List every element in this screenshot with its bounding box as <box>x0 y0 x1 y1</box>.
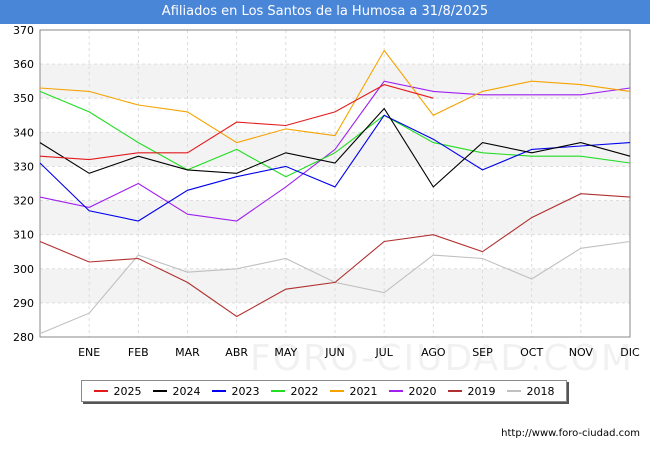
source-url: http://www.foro-ciudad.com <box>501 428 640 439</box>
legend-label: 2025 <box>113 384 142 398</box>
x-tick-label: FEB <box>128 346 149 359</box>
x-tick-label: SEP <box>472 346 493 359</box>
y-tick-label: 290 <box>13 297 34 310</box>
x-tick-label: JUL <box>374 346 393 359</box>
x-tick-label: AGO <box>421 346 446 359</box>
grid-band <box>40 166 630 201</box>
legend-item-2023: 2023 <box>211 384 260 398</box>
legend-swatch <box>388 390 403 392</box>
chart-title: Afiliados en Los Santos de la Humosa a 3… <box>0 0 650 24</box>
x-tick-label: NOV <box>569 346 594 359</box>
series-line-2023 <box>39 114 631 222</box>
legend-swatch <box>447 390 462 392</box>
y-tick-label: 280 <box>13 331 34 344</box>
plot-frame <box>39 29 631 338</box>
grid-band <box>40 234 630 269</box>
y-tick-label: 300 <box>13 263 34 276</box>
grid-band <box>40 30 630 65</box>
series-line-2021 <box>39 49 631 144</box>
x-tick-label: MAR <box>175 346 200 359</box>
legend-swatch <box>506 390 521 392</box>
y-tick-label: 360 <box>13 58 34 71</box>
legend-label: 2020 <box>408 384 437 398</box>
chart-legend: 2025 2024 2023 2022 2021 2020 2019 2018 <box>81 380 567 402</box>
legend-item-2022: 2022 <box>270 384 319 398</box>
legend-item-2024: 2024 <box>152 384 201 398</box>
y-tick-label: 310 <box>13 229 34 242</box>
legend-item-2019: 2019 <box>447 384 496 398</box>
grid-band <box>40 268 630 303</box>
legend-item-2018: 2018 <box>506 384 555 398</box>
legend-swatch <box>329 390 344 392</box>
legend-label: 2019 <box>467 384 496 398</box>
legend-swatch <box>152 390 167 392</box>
legend-label: 2018 <box>526 384 555 398</box>
legend-label: 2021 <box>349 384 378 398</box>
legend-swatch <box>270 390 285 392</box>
x-tick-label: ABR <box>225 346 248 359</box>
y-tick-label: 370 <box>13 24 34 37</box>
series-line-2020 <box>39 80 631 222</box>
x-tick-label: JUN <box>324 346 345 359</box>
y-tick-label: 350 <box>13 92 34 105</box>
legend-item-2025: 2025 <box>93 384 142 398</box>
x-tick-label: DIC <box>620 346 640 359</box>
series-line-2019 <box>39 193 631 318</box>
series-line-2025 <box>39 84 434 161</box>
series-line-2024 <box>39 107 631 188</box>
legend-swatch <box>211 390 226 392</box>
y-tick-label: 330 <box>13 160 34 173</box>
series-line-2022 <box>39 90 631 178</box>
grid-band <box>40 64 630 99</box>
legend-label: 2023 <box>231 384 260 398</box>
legend-item-2020: 2020 <box>388 384 437 398</box>
watermark: FORO-CIUDAD.COM <box>250 338 634 379</box>
legend-item-2021: 2021 <box>329 384 378 398</box>
x-tick-label: MAY <box>274 346 297 359</box>
legend-label: 2022 <box>290 384 319 398</box>
y-tick-label: 320 <box>13 195 34 208</box>
x-tick-label: OCT <box>520 346 543 359</box>
x-tick-label: ENE <box>78 346 100 359</box>
legend-label: 2024 <box>172 384 201 398</box>
legend-swatch <box>93 390 108 392</box>
y-tick-label: 340 <box>13 126 34 139</box>
